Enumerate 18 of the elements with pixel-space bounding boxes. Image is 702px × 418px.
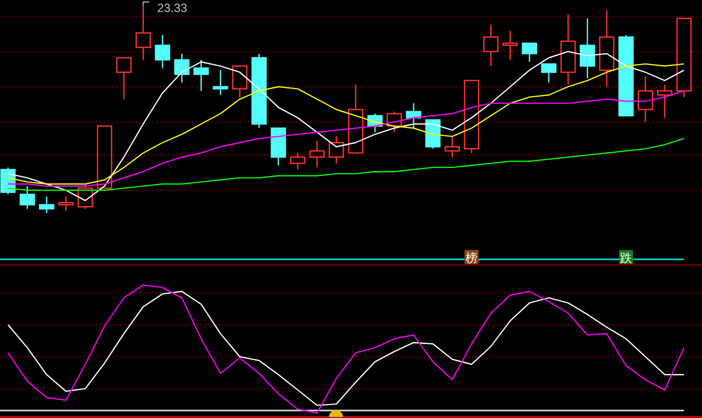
candlestick <box>444 136 460 158</box>
candlestick <box>599 9 614 88</box>
candlestick <box>483 24 499 67</box>
candlestick <box>638 76 654 123</box>
candlestick <box>502 30 518 60</box>
text: 榜 <box>466 251 478 265</box>
candlestick <box>174 52 190 84</box>
candlestick <box>328 136 344 164</box>
candlestick <box>560 14 576 86</box>
candlestick <box>657 84 672 118</box>
candlestick <box>406 102 422 129</box>
candlestick <box>38 196 54 214</box>
candlestick <box>580 18 596 80</box>
candlestick <box>136 5 151 60</box>
candlestick <box>290 152 306 170</box>
annotation: 23.33 <box>157 1 188 15</box>
candlestick <box>309 140 325 168</box>
text: 跌 <box>620 251 632 265</box>
